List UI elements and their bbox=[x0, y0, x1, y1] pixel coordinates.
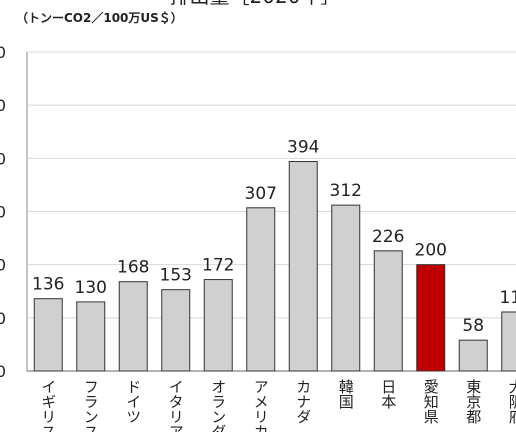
bar bbox=[288, 161, 318, 372]
y-tick-label: 400 bbox=[0, 149, 6, 168]
x-tick-label: 大阪府 bbox=[507, 379, 516, 425]
bar bbox=[246, 207, 276, 372]
x-tick-label: アメリカ bbox=[252, 379, 270, 432]
bar bbox=[373, 250, 403, 372]
x-tick-label: イタリア bbox=[167, 379, 185, 432]
bar bbox=[458, 339, 488, 372]
y-tick-label: 600 bbox=[0, 43, 6, 62]
x-tick-label: イギリス bbox=[39, 379, 57, 432]
y-tick-label: 500 bbox=[0, 96, 6, 115]
bar bbox=[501, 311, 516, 372]
data-label: 153 bbox=[160, 266, 192, 286]
data-label: 168 bbox=[117, 258, 149, 278]
data-label: 136 bbox=[32, 275, 64, 295]
data-label: 130 bbox=[75, 278, 107, 298]
bar bbox=[161, 289, 191, 372]
bar bbox=[416, 264, 446, 372]
y-tick-label: 0 bbox=[0, 362, 6, 381]
data-label: 307 bbox=[245, 184, 277, 204]
y-tick-label: 300 bbox=[0, 203, 6, 222]
x-tick-label: 韓国 bbox=[337, 379, 355, 409]
x-tick-label: 愛知県 bbox=[422, 379, 440, 424]
x-tick-label: カナダ bbox=[294, 379, 312, 424]
x-tick-label: 東京都 bbox=[464, 379, 482, 424]
bar bbox=[76, 301, 106, 372]
data-label: 172 bbox=[202, 256, 234, 276]
data-label: 58 bbox=[462, 316, 484, 336]
bar bbox=[118, 281, 148, 372]
data-label: 200 bbox=[415, 241, 447, 261]
x-tick-label: オランダ bbox=[209, 379, 227, 432]
x-tick-label: 日本 bbox=[379, 379, 397, 409]
y-tick-label: 100 bbox=[0, 309, 6, 328]
chart-subtitle: （トンーCO2／100万US＄） bbox=[16, 10, 183, 25]
x-tick-label: フランス bbox=[82, 379, 100, 432]
data-label: 312 bbox=[330, 181, 362, 201]
chart-title: 排出量［2020年］ bbox=[170, 0, 341, 8]
y-tick-label: 200 bbox=[0, 256, 6, 275]
bar bbox=[203, 279, 233, 372]
bar bbox=[33, 298, 63, 372]
data-label: 394 bbox=[287, 138, 319, 158]
x-tick-label: ドイツ bbox=[124, 379, 142, 424]
data-label: 111 bbox=[500, 288, 516, 308]
bar bbox=[331, 204, 361, 372]
data-label: 226 bbox=[372, 227, 404, 247]
